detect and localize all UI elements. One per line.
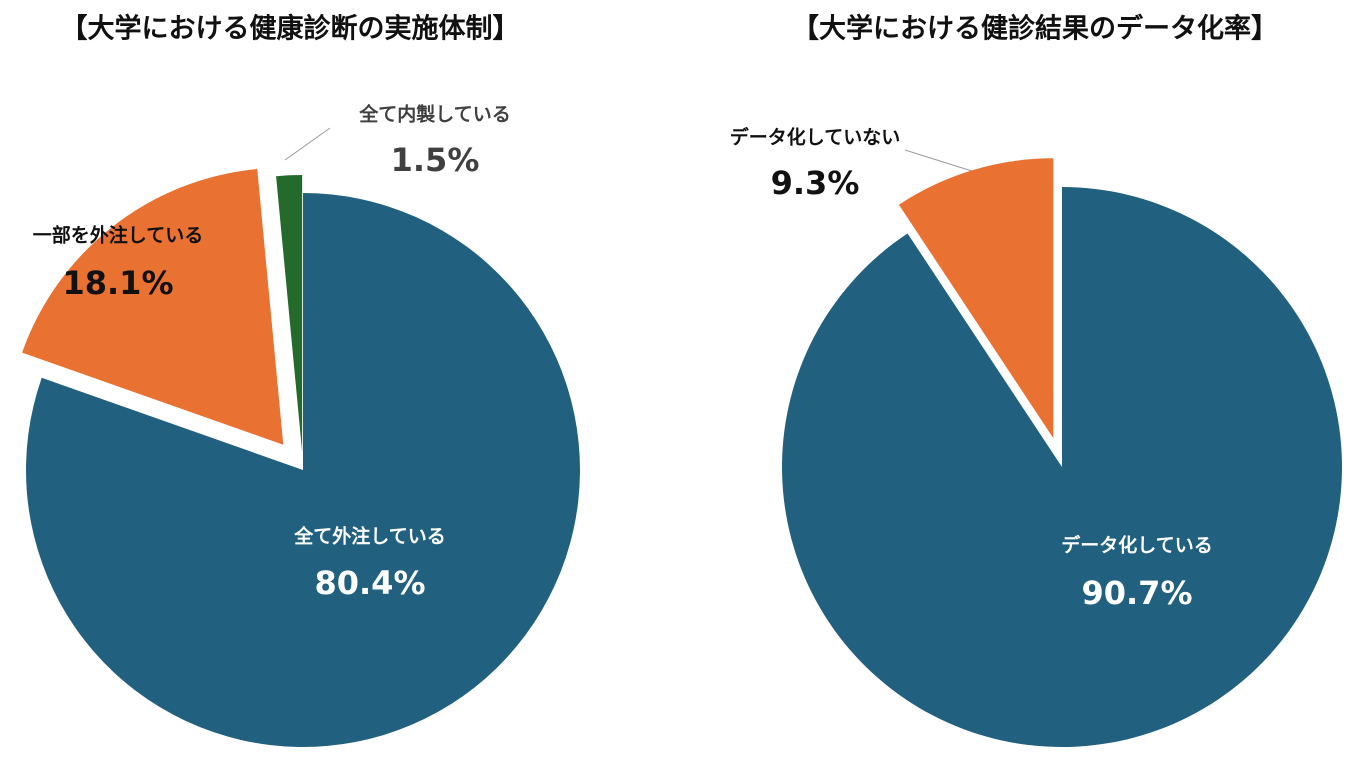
chart-title: 【大学における健康診断の実施体制】 bbox=[61, 13, 520, 45]
slice-label: 全て外注している bbox=[293, 525, 445, 548]
slice-label: データ化していない bbox=[730, 126, 900, 149]
slice-label: 一部を外注している bbox=[33, 224, 203, 247]
pie-slice bbox=[898, 158, 1054, 439]
pie-slice bbox=[22, 169, 284, 445]
value-label: 18.1% bbox=[62, 264, 173, 302]
chart-title: 【大学における健診結果のデータ化率】 bbox=[792, 13, 1278, 45]
value-label: 80.4% bbox=[314, 564, 425, 602]
pie-slice bbox=[276, 175, 303, 453]
value-label: 9.3% bbox=[771, 164, 860, 202]
slice-label: 全て内製している bbox=[358, 103, 510, 126]
leader-line bbox=[904, 149, 976, 173]
value-label: 1.5% bbox=[391, 141, 480, 179]
value-label: 90.7% bbox=[1081, 574, 1192, 612]
slice-label: データ化している bbox=[1061, 534, 1212, 557]
leader-line bbox=[284, 127, 331, 161]
pie-slice bbox=[25, 193, 581, 747]
pie-slice bbox=[781, 187, 1342, 747]
